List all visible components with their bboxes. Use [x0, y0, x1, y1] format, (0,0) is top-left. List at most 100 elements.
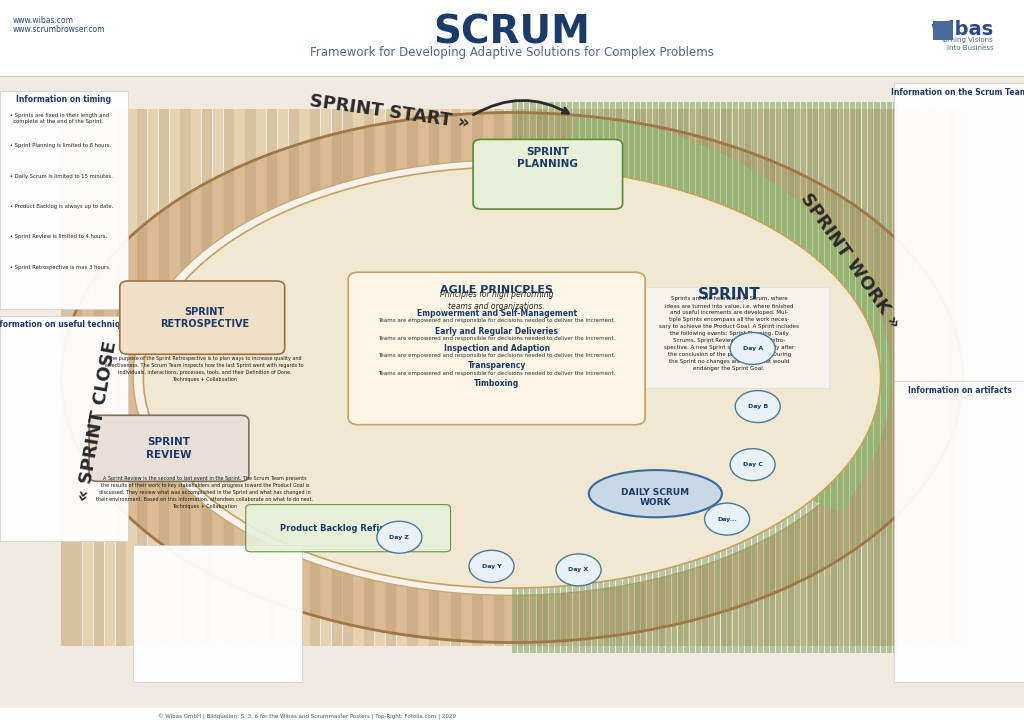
FancyBboxPatch shape — [234, 109, 245, 646]
FancyBboxPatch shape — [678, 109, 688, 646]
FancyBboxPatch shape — [948, 109, 958, 646]
FancyBboxPatch shape — [569, 109, 580, 646]
Text: SPRINT
RETROSPECTIVE: SPRINT RETROSPECTIVE — [160, 307, 250, 329]
FancyBboxPatch shape — [732, 109, 742, 646]
FancyBboxPatch shape — [672, 102, 677, 653]
FancyBboxPatch shape — [73, 109, 83, 646]
FancyBboxPatch shape — [613, 109, 624, 646]
FancyBboxPatch shape — [278, 109, 288, 646]
FancyBboxPatch shape — [764, 109, 774, 646]
FancyBboxPatch shape — [604, 102, 609, 653]
FancyBboxPatch shape — [94, 109, 104, 646]
FancyBboxPatch shape — [795, 102, 800, 653]
Text: Principles for high performing
teams and organizations.: Principles for high performing teams and… — [440, 290, 553, 311]
FancyBboxPatch shape — [396, 109, 407, 646]
FancyBboxPatch shape — [170, 109, 180, 646]
FancyBboxPatch shape — [752, 102, 757, 653]
FancyBboxPatch shape — [0, 708, 1024, 726]
FancyBboxPatch shape — [567, 102, 572, 653]
FancyBboxPatch shape — [530, 102, 536, 653]
Text: Product Backlog Refinement: Product Backlog Refinement — [281, 524, 416, 533]
FancyBboxPatch shape — [733, 102, 738, 653]
FancyBboxPatch shape — [739, 102, 744, 653]
FancyBboxPatch shape — [831, 102, 837, 653]
FancyBboxPatch shape — [684, 102, 689, 653]
FancyBboxPatch shape — [786, 109, 797, 646]
FancyBboxPatch shape — [645, 109, 655, 646]
FancyBboxPatch shape — [819, 102, 824, 653]
FancyBboxPatch shape — [629, 102, 634, 653]
Text: www.wibas.com: www.wibas.com — [12, 16, 74, 25]
FancyBboxPatch shape — [561, 102, 566, 653]
FancyBboxPatch shape — [856, 102, 861, 653]
FancyBboxPatch shape — [408, 109, 418, 646]
Text: Teams are empowered and responsible for decisions needed to deliver the Incremen: Teams are empowered and responsible for … — [378, 354, 615, 358]
Text: Teams are empowered and responsible for decisions needed to deliver the Incremen: Teams are empowered and responsible for … — [378, 336, 615, 340]
Text: Timboxing: Timboxing — [474, 379, 519, 388]
FancyBboxPatch shape — [61, 109, 72, 646]
FancyBboxPatch shape — [850, 102, 855, 653]
FancyBboxPatch shape — [958, 109, 969, 646]
FancyBboxPatch shape — [418, 109, 428, 646]
FancyBboxPatch shape — [696, 102, 701, 653]
FancyBboxPatch shape — [702, 102, 708, 653]
FancyBboxPatch shape — [872, 109, 883, 646]
FancyBboxPatch shape — [213, 109, 223, 646]
FancyBboxPatch shape — [894, 381, 1024, 682]
Text: Empowerment and Self-Management: Empowerment and Self-Management — [417, 309, 577, 318]
Circle shape — [556, 554, 601, 586]
FancyBboxPatch shape — [808, 109, 818, 646]
FancyBboxPatch shape — [0, 76, 1024, 711]
Text: A Sprint Review is the second to last event in the Sprint. The Scrum Team presen: A Sprint Review is the second to last ev… — [96, 476, 313, 508]
FancyBboxPatch shape — [699, 109, 710, 646]
Text: © Wibas GmbH | Bildquellen: S. 3, 6 for the Wibas and Scrummaster Posters | Top-: © Wibas GmbH | Bildquellen: S. 3, 6 for … — [159, 714, 456, 720]
FancyBboxPatch shape — [451, 109, 461, 646]
FancyBboxPatch shape — [742, 109, 753, 646]
FancyBboxPatch shape — [332, 109, 342, 646]
FancyBboxPatch shape — [623, 102, 628, 653]
FancyBboxPatch shape — [788, 102, 794, 653]
FancyBboxPatch shape — [610, 102, 615, 653]
Polygon shape — [933, 21, 953, 40]
FancyBboxPatch shape — [937, 109, 947, 646]
Text: • Sprint Planning is limited to 8 hours.: • Sprint Planning is limited to 8 hours. — [10, 143, 112, 148]
FancyBboxPatch shape — [202, 109, 212, 646]
Text: • Product Backlog is always up to date.: • Product Backlog is always up to date. — [10, 204, 114, 209]
FancyBboxPatch shape — [764, 102, 769, 653]
FancyBboxPatch shape — [635, 109, 645, 646]
FancyBboxPatch shape — [656, 109, 667, 646]
Text: Day B: Day B — [748, 404, 768, 409]
FancyBboxPatch shape — [688, 109, 698, 646]
FancyBboxPatch shape — [494, 109, 504, 646]
Text: The purpose of the Sprint Retrospective is to plan ways to increase quality and
: The purpose of the Sprint Retrospective … — [105, 356, 304, 382]
FancyBboxPatch shape — [505, 109, 515, 646]
Text: • Sprint Review is limited to 4 hours.: • Sprint Review is limited to 4 hours. — [10, 234, 108, 240]
FancyBboxPatch shape — [137, 109, 147, 646]
Text: SPRINT
REVIEW: SPRINT REVIEW — [146, 438, 191, 460]
FancyBboxPatch shape — [348, 272, 645, 425]
FancyBboxPatch shape — [894, 109, 904, 646]
FancyBboxPatch shape — [862, 102, 867, 653]
Circle shape — [705, 503, 750, 535]
FancyBboxPatch shape — [267, 109, 278, 646]
Text: Teams are empowered and responsible for decisions needed to deliver the Incremen: Teams are empowered and responsible for … — [378, 371, 615, 375]
Text: Information on useful techniques: Information on useful techniques — [0, 320, 136, 329]
FancyBboxPatch shape — [83, 109, 93, 646]
FancyBboxPatch shape — [559, 109, 569, 646]
FancyBboxPatch shape — [887, 102, 892, 653]
FancyBboxPatch shape — [147, 109, 158, 646]
Text: Turning Visions
into Business: Turning Visions into Business — [940, 36, 993, 51]
Text: www.scrumbrowser.com: www.scrumbrowser.com — [12, 25, 104, 33]
FancyBboxPatch shape — [915, 109, 926, 646]
FancyBboxPatch shape — [120, 281, 285, 354]
FancyBboxPatch shape — [602, 109, 612, 646]
Ellipse shape — [61, 113, 963, 643]
FancyBboxPatch shape — [180, 109, 190, 646]
Text: • Sprint Retrospective is max 3 hours.: • Sprint Retrospective is max 3 hours. — [10, 265, 111, 270]
Text: Early and Regular Deliveries: Early and Regular Deliveries — [435, 327, 558, 335]
FancyBboxPatch shape — [709, 102, 714, 653]
Text: Inspection and Adaption: Inspection and Adaption — [443, 344, 550, 353]
FancyBboxPatch shape — [711, 109, 721, 646]
FancyBboxPatch shape — [516, 109, 526, 646]
FancyBboxPatch shape — [861, 109, 871, 646]
